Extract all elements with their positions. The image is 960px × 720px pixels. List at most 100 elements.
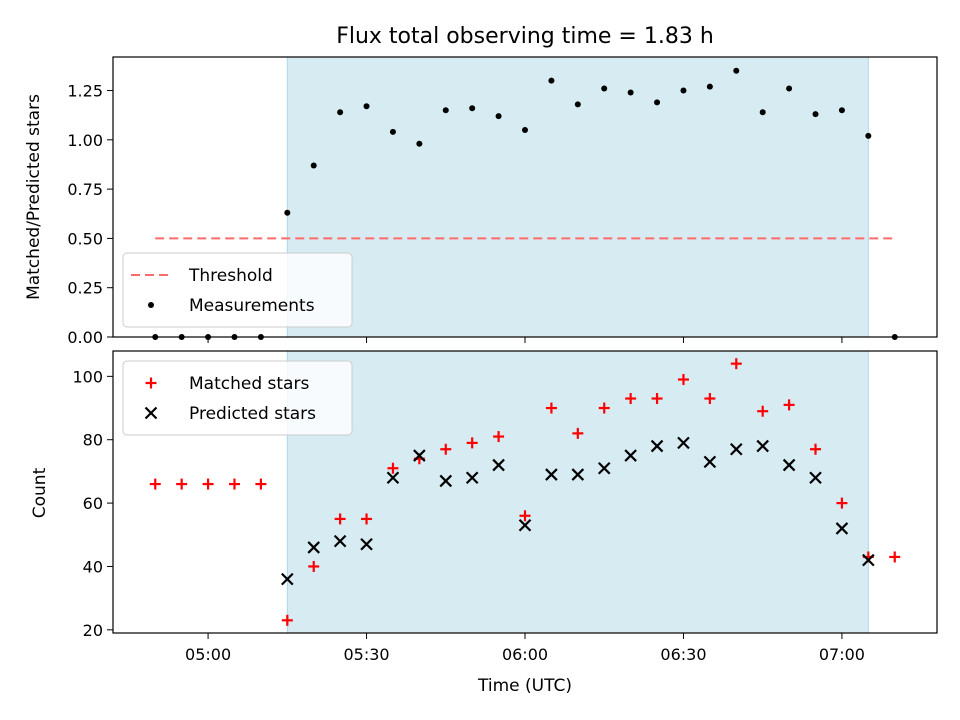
legend-label: Matched stars: [189, 374, 309, 394]
predicted-point: [545, 468, 558, 481]
predicted-point-b: [862, 553, 875, 567]
predicted-point-b: [360, 538, 373, 551]
x-axis-label: Time (UTC): [477, 676, 572, 696]
data-point: [469, 105, 476, 112]
x-tick-label: 05:00: [185, 645, 231, 664]
predicted-point: [730, 442, 743, 456]
predicted-point-b: [650, 439, 664, 453]
predicted-point: [703, 455, 717, 469]
predicted-point-b: [703, 455, 717, 469]
series-predicted-stars: [281, 436, 875, 586]
predicted-point-b: [835, 522, 849, 535]
y-tick-label: 40: [83, 557, 103, 576]
predicted-point-b: [465, 471, 479, 485]
legend: Matched stars Predicted stars: [122, 360, 353, 436]
legend-label: Measurements: [189, 296, 315, 316]
y-tick-label: 20: [83, 621, 103, 640]
data-point: [363, 103, 370, 110]
data-point: [759, 109, 766, 116]
legend-box: [122, 252, 353, 328]
observing-window-shade: [286, 56, 869, 338]
data-point: [654, 99, 661, 106]
matched-point: [545, 402, 557, 414]
predicted-point: [756, 439, 769, 453]
matched-point: [149, 478, 161, 490]
x-tick-label: 05:30: [343, 645, 389, 664]
y-tick-label: 100: [72, 367, 103, 386]
matched-point: [361, 513, 373, 525]
data-point: [812, 111, 819, 118]
matched-point: [757, 405, 769, 417]
data-point: [310, 162, 317, 169]
legend-swatch: [145, 377, 157, 389]
bottom-y-axis-label: Count: [30, 467, 50, 518]
matched-point: [387, 462, 399, 474]
data-point: [442, 107, 449, 114]
predicted-point: [597, 461, 611, 475]
legend-swatch-b: [144, 406, 158, 420]
predicted-point-b: [439, 474, 453, 488]
y-tick-label: 1.25: [67, 82, 103, 101]
predicted-point-b: [281, 572, 294, 586]
predicted-point-b: [307, 541, 320, 554]
data-point: [706, 83, 713, 90]
top-y-axis-label: Matched/Predicted stars: [24, 94, 44, 300]
matched-point: [493, 431, 505, 443]
predicted-point: [413, 449, 426, 462]
predicted-point-b: [677, 436, 690, 450]
matched-point: [598, 402, 610, 414]
predicted-point: [809, 471, 822, 485]
predicted-point: [677, 436, 690, 450]
bottom-panel: 20 40 60 80 100 05:00 05:30 06:00 06:30 07:00 Matc…: [72, 350, 938, 664]
matched-point: [466, 437, 478, 449]
predicted-point-b: [518, 518, 532, 532]
legend-swatch: [144, 406, 158, 420]
data-point: [389, 128, 396, 135]
y-tick-label: 0.00: [67, 328, 103, 347]
predicted-point-b: [624, 449, 637, 462]
matched-point: [783, 399, 795, 411]
predicted-point: [439, 474, 453, 488]
data-point: [627, 89, 634, 96]
predicted-point-b: [809, 471, 822, 485]
matched-point: [572, 427, 584, 439]
data-point: [865, 132, 872, 139]
predicted-point: [518, 518, 532, 532]
data-point: [522, 126, 528, 133]
matched-point: [625, 393, 637, 405]
plot-frame: [112, 350, 938, 634]
matched-point: [255, 478, 267, 490]
legend-label: Predicted stars: [189, 404, 316, 424]
predicted-point-b: [545, 468, 558, 481]
data-point: [601, 85, 608, 92]
predicted-point: [624, 449, 637, 462]
predicted-point-b: [597, 461, 611, 475]
predicted-point-b: [782, 458, 796, 472]
predicted-point-b: [571, 468, 585, 481]
predicted-point: [862, 553, 875, 567]
matched-point: [677, 374, 689, 386]
x-tick-label: 06:00: [502, 645, 548, 664]
matched-point: [202, 478, 214, 490]
series-matched-stars: [149, 358, 901, 626]
y-tick-label: 60: [83, 494, 103, 513]
matched-point: [176, 478, 188, 490]
matched-point: [308, 560, 320, 572]
matched-point: [704, 393, 716, 405]
predicted-point: [492, 458, 505, 472]
predicted-point: [386, 471, 400, 485]
matched-point: [651, 393, 663, 405]
predicted-point: [650, 439, 664, 453]
predicted-point: [835, 522, 849, 535]
matched-point: [889, 551, 901, 563]
data-point: [337, 109, 344, 116]
legend-box: [122, 360, 353, 436]
matched-point: [519, 510, 531, 522]
predicted-point-b: [730, 442, 743, 456]
data-point: [284, 209, 291, 216]
plot-frame: [112, 56, 938, 338]
x-tick-label: 07:00: [819, 645, 865, 664]
y-tick-label: 0.25: [67, 279, 103, 298]
matched-point: [281, 614, 293, 626]
